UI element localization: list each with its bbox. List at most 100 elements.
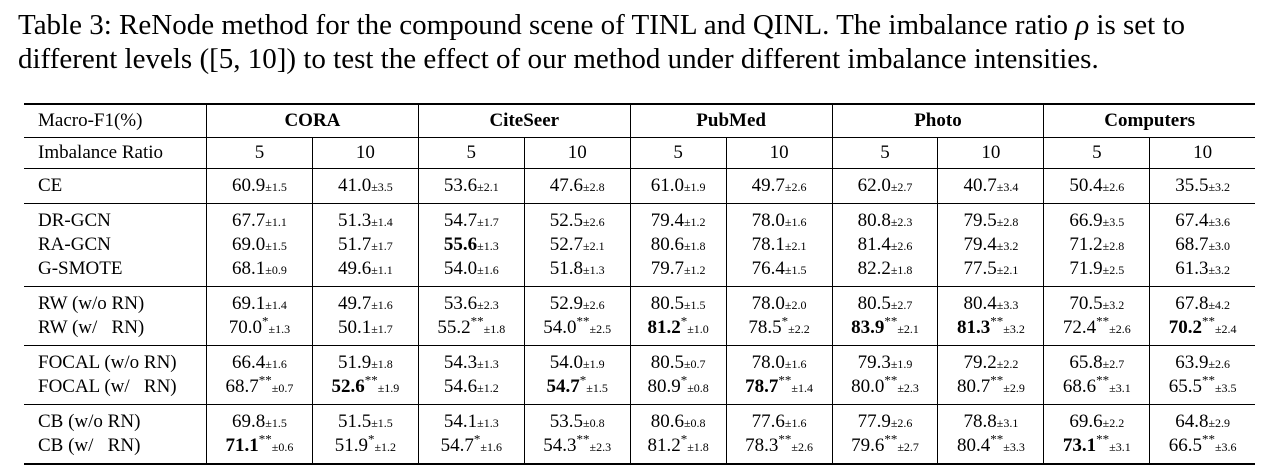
result-cell: 80.8±2.3 xyxy=(831,203,938,233)
score-value: 64.8 xyxy=(1175,411,1209,432)
significance-marker: * xyxy=(680,431,688,447)
result-cell: 51.3±1.4 xyxy=(311,203,419,233)
result-cell: 41.0±3.5 xyxy=(311,168,419,204)
caption-line-1-suffix: is set to xyxy=(1089,9,1186,41)
std-dev: ±2.5 xyxy=(589,322,612,336)
ratio-header-cell: 10 xyxy=(937,137,1044,169)
score-value: 82.2 xyxy=(857,258,891,279)
score-value: 54.7 xyxy=(546,376,580,397)
dataset-header-photo: Photo xyxy=(831,103,1044,138)
score-value: 78.8 xyxy=(963,411,997,432)
score-value: 50.4 xyxy=(1069,175,1103,196)
result-cell: 77.5±2.1 xyxy=(937,257,1044,287)
std-dev: ±2.9 xyxy=(1003,381,1025,395)
score-value: 54.6 xyxy=(443,376,478,397)
std-dev: ±3.2 xyxy=(1003,322,1025,336)
std-dev: ±1.5 xyxy=(265,239,287,253)
std-dev: ±0.8 xyxy=(683,416,706,430)
result-cell: 81.3**±3.2 xyxy=(937,313,1044,346)
method-label: CE xyxy=(24,168,207,204)
std-dev: ±2.9 xyxy=(1208,416,1231,430)
dataset-header-cora: CORA xyxy=(206,103,419,138)
significance-marker: * xyxy=(579,372,587,388)
std-dev: ±1.3 xyxy=(268,322,291,336)
ratio-header-row: Imbalance Ratio 5 10 5 10 5 10 5 10 5 10 xyxy=(24,137,1255,169)
result-cell: 71.9±2.5 xyxy=(1043,257,1150,287)
significance-marker: ** xyxy=(1096,372,1110,388)
score-value: 52.7 xyxy=(549,234,584,255)
std-dev: ±2.6 xyxy=(1102,180,1125,194)
method-label: FOCAL (w/ RN) xyxy=(38,376,177,397)
score-value: 50.1 xyxy=(337,317,372,338)
std-dev: ±1.9 xyxy=(890,357,913,371)
result-cell: 79.4±1.2 xyxy=(629,203,727,233)
result-cell: 61.3±3.2 xyxy=(1149,257,1255,287)
method-label: CB (w/o RN) xyxy=(24,404,207,434)
result-cell: 40.7±3.4 xyxy=(937,168,1044,204)
score-value: 81.3 xyxy=(956,317,991,338)
std-dev: ±2.6 xyxy=(1109,322,1131,336)
std-dev: ±2.3 xyxy=(897,381,919,395)
std-dev: ±2.6 xyxy=(890,416,913,430)
std-dev: ±2.6 xyxy=(784,180,807,194)
score-value: 52.5 xyxy=(549,210,584,231)
result-cell: 79.3±1.9 xyxy=(831,345,938,375)
score-value: 69.0 xyxy=(232,234,266,255)
std-dev: ±2.1 xyxy=(583,239,605,253)
score-value: 70.2 xyxy=(1168,317,1202,338)
score-value: 68.1 xyxy=(232,258,266,279)
result-cell: 78.5*±2.2 xyxy=(725,315,833,346)
ratio-header-cell: 10 xyxy=(311,137,419,169)
result-cell: 54.0±1.6 xyxy=(417,257,525,287)
ratio-label: Imbalance Ratio xyxy=(24,137,207,169)
std-dev: ±1.4 xyxy=(265,298,287,312)
std-dev: ±1.2 xyxy=(683,215,706,229)
score-value: 35.5 xyxy=(1175,175,1209,196)
significance-marker: ** xyxy=(990,313,1004,329)
result-cell: 80.0**±2.3 xyxy=(831,374,938,405)
score-value: 69.8 xyxy=(232,411,266,432)
table-row: G-SMOTE 68.1±0.9 49.6±1.1 54.0±1.6 51.8±1.3 7… xyxy=(24,257,1255,287)
ratio-header-cell: 5 xyxy=(1043,137,1150,169)
score-value: 47.6 xyxy=(549,175,584,196)
score-value: 71.9 xyxy=(1069,258,1103,279)
method-label: RA-GCN xyxy=(38,234,111,255)
caption-line-1: Table 3: ReNode method for the compound … xyxy=(18,8,1268,42)
score-value: 80.6 xyxy=(650,234,684,255)
score-value: 78.7 xyxy=(745,376,779,397)
score-value: 53.6 xyxy=(443,175,478,196)
std-dev: ±2.6 xyxy=(791,440,813,454)
std-dev: ±2.4 xyxy=(1214,322,1237,336)
result-cell: 67.8±4.2 xyxy=(1149,286,1255,316)
rho-symbol: ρ xyxy=(1075,9,1090,41)
score-value: 66.9 xyxy=(1069,210,1103,231)
std-dev: ±2.7 xyxy=(1102,357,1125,371)
result-cell: 62.0±2.7 xyxy=(831,168,938,204)
std-dev: ±2.8 xyxy=(1102,239,1125,253)
score-value: 72.4 xyxy=(1062,317,1097,338)
score-value: 51.3 xyxy=(337,210,372,231)
ratio-header-cell: 5 xyxy=(417,137,525,169)
table-caption: Table 3: ReNode method for the compound … xyxy=(18,8,1268,76)
result-cell: 80.4±3.3 xyxy=(937,286,1044,316)
significance-marker: ** xyxy=(778,431,792,447)
result-cell: 55.2**±1.8 xyxy=(417,313,525,346)
result-cell: 61.0±1.9 xyxy=(629,168,727,204)
std-dev: ±0.6 xyxy=(271,440,294,454)
result-cell: 51.5±1.5 xyxy=(311,404,419,434)
std-dev: ±4.2 xyxy=(1208,298,1231,312)
std-dev: ±1.9 xyxy=(377,381,400,395)
result-cell: 79.7±1.2 xyxy=(629,257,727,287)
std-dev: ±2.1 xyxy=(996,263,1019,277)
result-cell: 69.8±1.5 xyxy=(206,404,313,434)
score-value: 71.1 xyxy=(225,435,259,456)
std-dev: ±1.5 xyxy=(265,416,287,430)
score-value: 61.0 xyxy=(650,175,684,196)
result-cell: 65.5**±3.5 xyxy=(1149,374,1255,405)
significance-marker: ** xyxy=(470,313,484,329)
table-row: RW (w/ RN) 70.0*±1.3 50.1±1.7 55.2**±1.8 54.… xyxy=(24,313,1255,346)
result-cell: 69.0±1.5 xyxy=(206,233,313,257)
ratio-header-cell: 10 xyxy=(725,137,833,169)
result-cell: 70.2**±2.4 xyxy=(1149,315,1255,346)
result-cell: 54.3±1.3 xyxy=(417,345,525,375)
